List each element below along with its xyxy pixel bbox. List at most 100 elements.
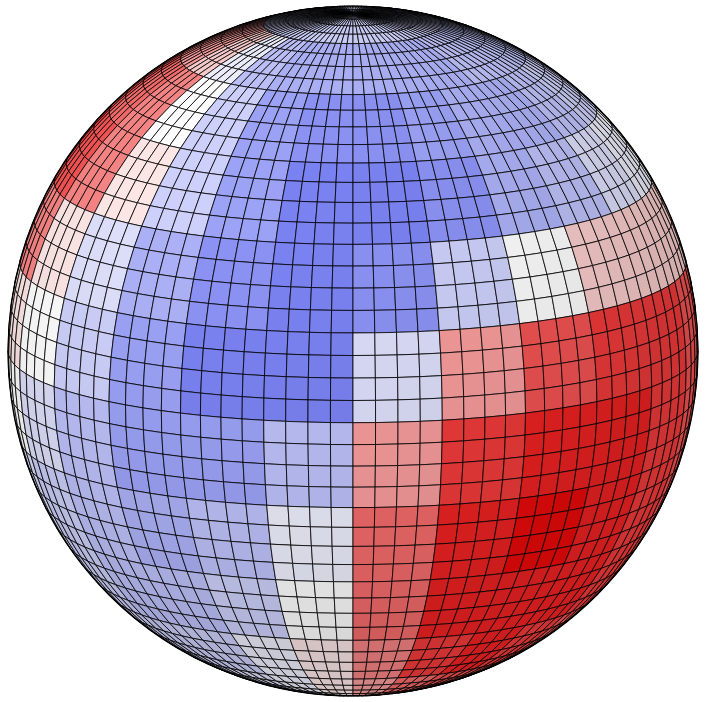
mesh-cell bbox=[333, 564, 353, 581]
mesh-cell bbox=[375, 355, 398, 378]
mesh-cell bbox=[419, 464, 442, 486]
mesh-cell bbox=[373, 546, 394, 565]
mesh-cell bbox=[206, 303, 228, 327]
mesh-cell bbox=[464, 417, 485, 441]
mesh-cell bbox=[257, 220, 279, 242]
mesh-cell bbox=[66, 391, 80, 417]
mesh-cell bbox=[309, 487, 331, 508]
mesh-cell bbox=[282, 181, 302, 202]
mesh-cell bbox=[110, 357, 128, 383]
mesh-cell bbox=[335, 182, 353, 202]
mesh-cell bbox=[541, 341, 561, 366]
mesh-cell bbox=[596, 376, 612, 402]
mesh-cell bbox=[387, 612, 407, 627]
mesh-cell bbox=[242, 441, 264, 464]
mesh-cell bbox=[200, 415, 221, 439]
mesh-cell bbox=[267, 505, 290, 526]
mesh-cell bbox=[286, 421, 308, 444]
mesh-cell bbox=[353, 662, 367, 671]
mesh-cell bbox=[145, 341, 165, 366]
mesh-cell bbox=[242, 397, 264, 421]
mesh-cell bbox=[353, 546, 374, 564]
mesh-cell bbox=[311, 546, 332, 565]
mesh-cell bbox=[372, 223, 392, 245]
mesh-cell bbox=[94, 420, 111, 445]
mesh-cell bbox=[333, 685, 344, 690]
mesh-cell bbox=[420, 398, 442, 421]
mesh-cell bbox=[505, 413, 525, 437]
mesh-cell bbox=[273, 242, 295, 265]
mesh-cell bbox=[268, 525, 290, 545]
mesh-cell bbox=[344, 690, 353, 693]
mesh-cell bbox=[127, 338, 147, 363]
mesh-cell bbox=[300, 612, 320, 627]
mesh-cell bbox=[559, 449, 579, 473]
mesh-cell bbox=[504, 435, 525, 459]
mesh-cell bbox=[228, 522, 251, 543]
mesh-cell bbox=[330, 423, 353, 445]
mesh-cell bbox=[544, 386, 563, 411]
mesh-cell bbox=[418, 331, 441, 355]
mesh-cell bbox=[503, 457, 524, 480]
mesh-cell bbox=[389, 597, 409, 613]
mesh-cell bbox=[497, 301, 519, 325]
mesh-cell bbox=[464, 395, 485, 419]
mesh-cell bbox=[181, 391, 201, 415]
mesh-cell bbox=[331, 355, 353, 378]
mesh-cell bbox=[398, 377, 421, 400]
mesh-cell bbox=[415, 286, 437, 309]
mesh-cell bbox=[387, 181, 407, 202]
mesh-cell bbox=[561, 360, 580, 385]
mesh-cell bbox=[276, 580, 297, 597]
mesh-cell bbox=[225, 305, 248, 329]
mesh-cell bbox=[336, 627, 353, 640]
mesh-cell bbox=[94, 398, 110, 423]
mesh-cell bbox=[580, 402, 597, 427]
mesh-cell bbox=[264, 420, 286, 443]
mesh-cell bbox=[224, 328, 246, 352]
mesh-cell bbox=[313, 244, 334, 266]
mesh-cell bbox=[165, 321, 186, 346]
mesh-cell bbox=[273, 562, 295, 580]
mesh-cell bbox=[332, 266, 353, 288]
mesh-cell bbox=[368, 144, 385, 163]
mesh-cell bbox=[353, 127, 368, 145]
mesh-cell bbox=[397, 354, 420, 377]
mesh-cell bbox=[243, 352, 265, 376]
mesh-cell bbox=[561, 427, 580, 452]
mesh-cell bbox=[374, 527, 396, 546]
mesh-cell bbox=[309, 332, 331, 355]
mesh-cell bbox=[433, 543, 455, 563]
mesh-cell bbox=[353, 613, 371, 627]
mesh-cell bbox=[111, 335, 130, 361]
mesh-cell bbox=[291, 545, 313, 564]
mesh-cell bbox=[163, 344, 184, 369]
mesh-cell bbox=[336, 163, 353, 182]
mesh-cell bbox=[206, 500, 228, 522]
mesh-cell bbox=[458, 502, 481, 523]
mesh-cell bbox=[353, 582, 373, 598]
mesh-cell bbox=[143, 386, 162, 411]
mesh-cell bbox=[376, 422, 399, 444]
mesh-cell bbox=[462, 461, 484, 484]
mesh-cell bbox=[441, 462, 463, 484]
mesh-cell bbox=[268, 286, 290, 309]
mesh-cell bbox=[309, 126, 326, 144]
mesh-cell bbox=[302, 162, 321, 182]
mesh-cell bbox=[287, 486, 310, 507]
mesh-cell bbox=[184, 478, 206, 501]
mesh-cell bbox=[161, 388, 181, 413]
mesh-cell bbox=[310, 310, 332, 333]
mesh-cell bbox=[186, 301, 208, 325]
mesh-cell bbox=[639, 365, 652, 391]
mesh-cell bbox=[396, 506, 418, 527]
mesh-cell bbox=[595, 354, 612, 380]
mesh-cell bbox=[221, 395, 242, 419]
mesh-cell bbox=[463, 373, 485, 397]
mesh-cell bbox=[231, 541, 254, 561]
mesh-cell bbox=[289, 287, 311, 310]
mesh-cell bbox=[398, 399, 420, 422]
mesh-cell bbox=[271, 264, 293, 287]
mesh-cell bbox=[413, 264, 435, 287]
mesh-cell bbox=[321, 144, 338, 163]
